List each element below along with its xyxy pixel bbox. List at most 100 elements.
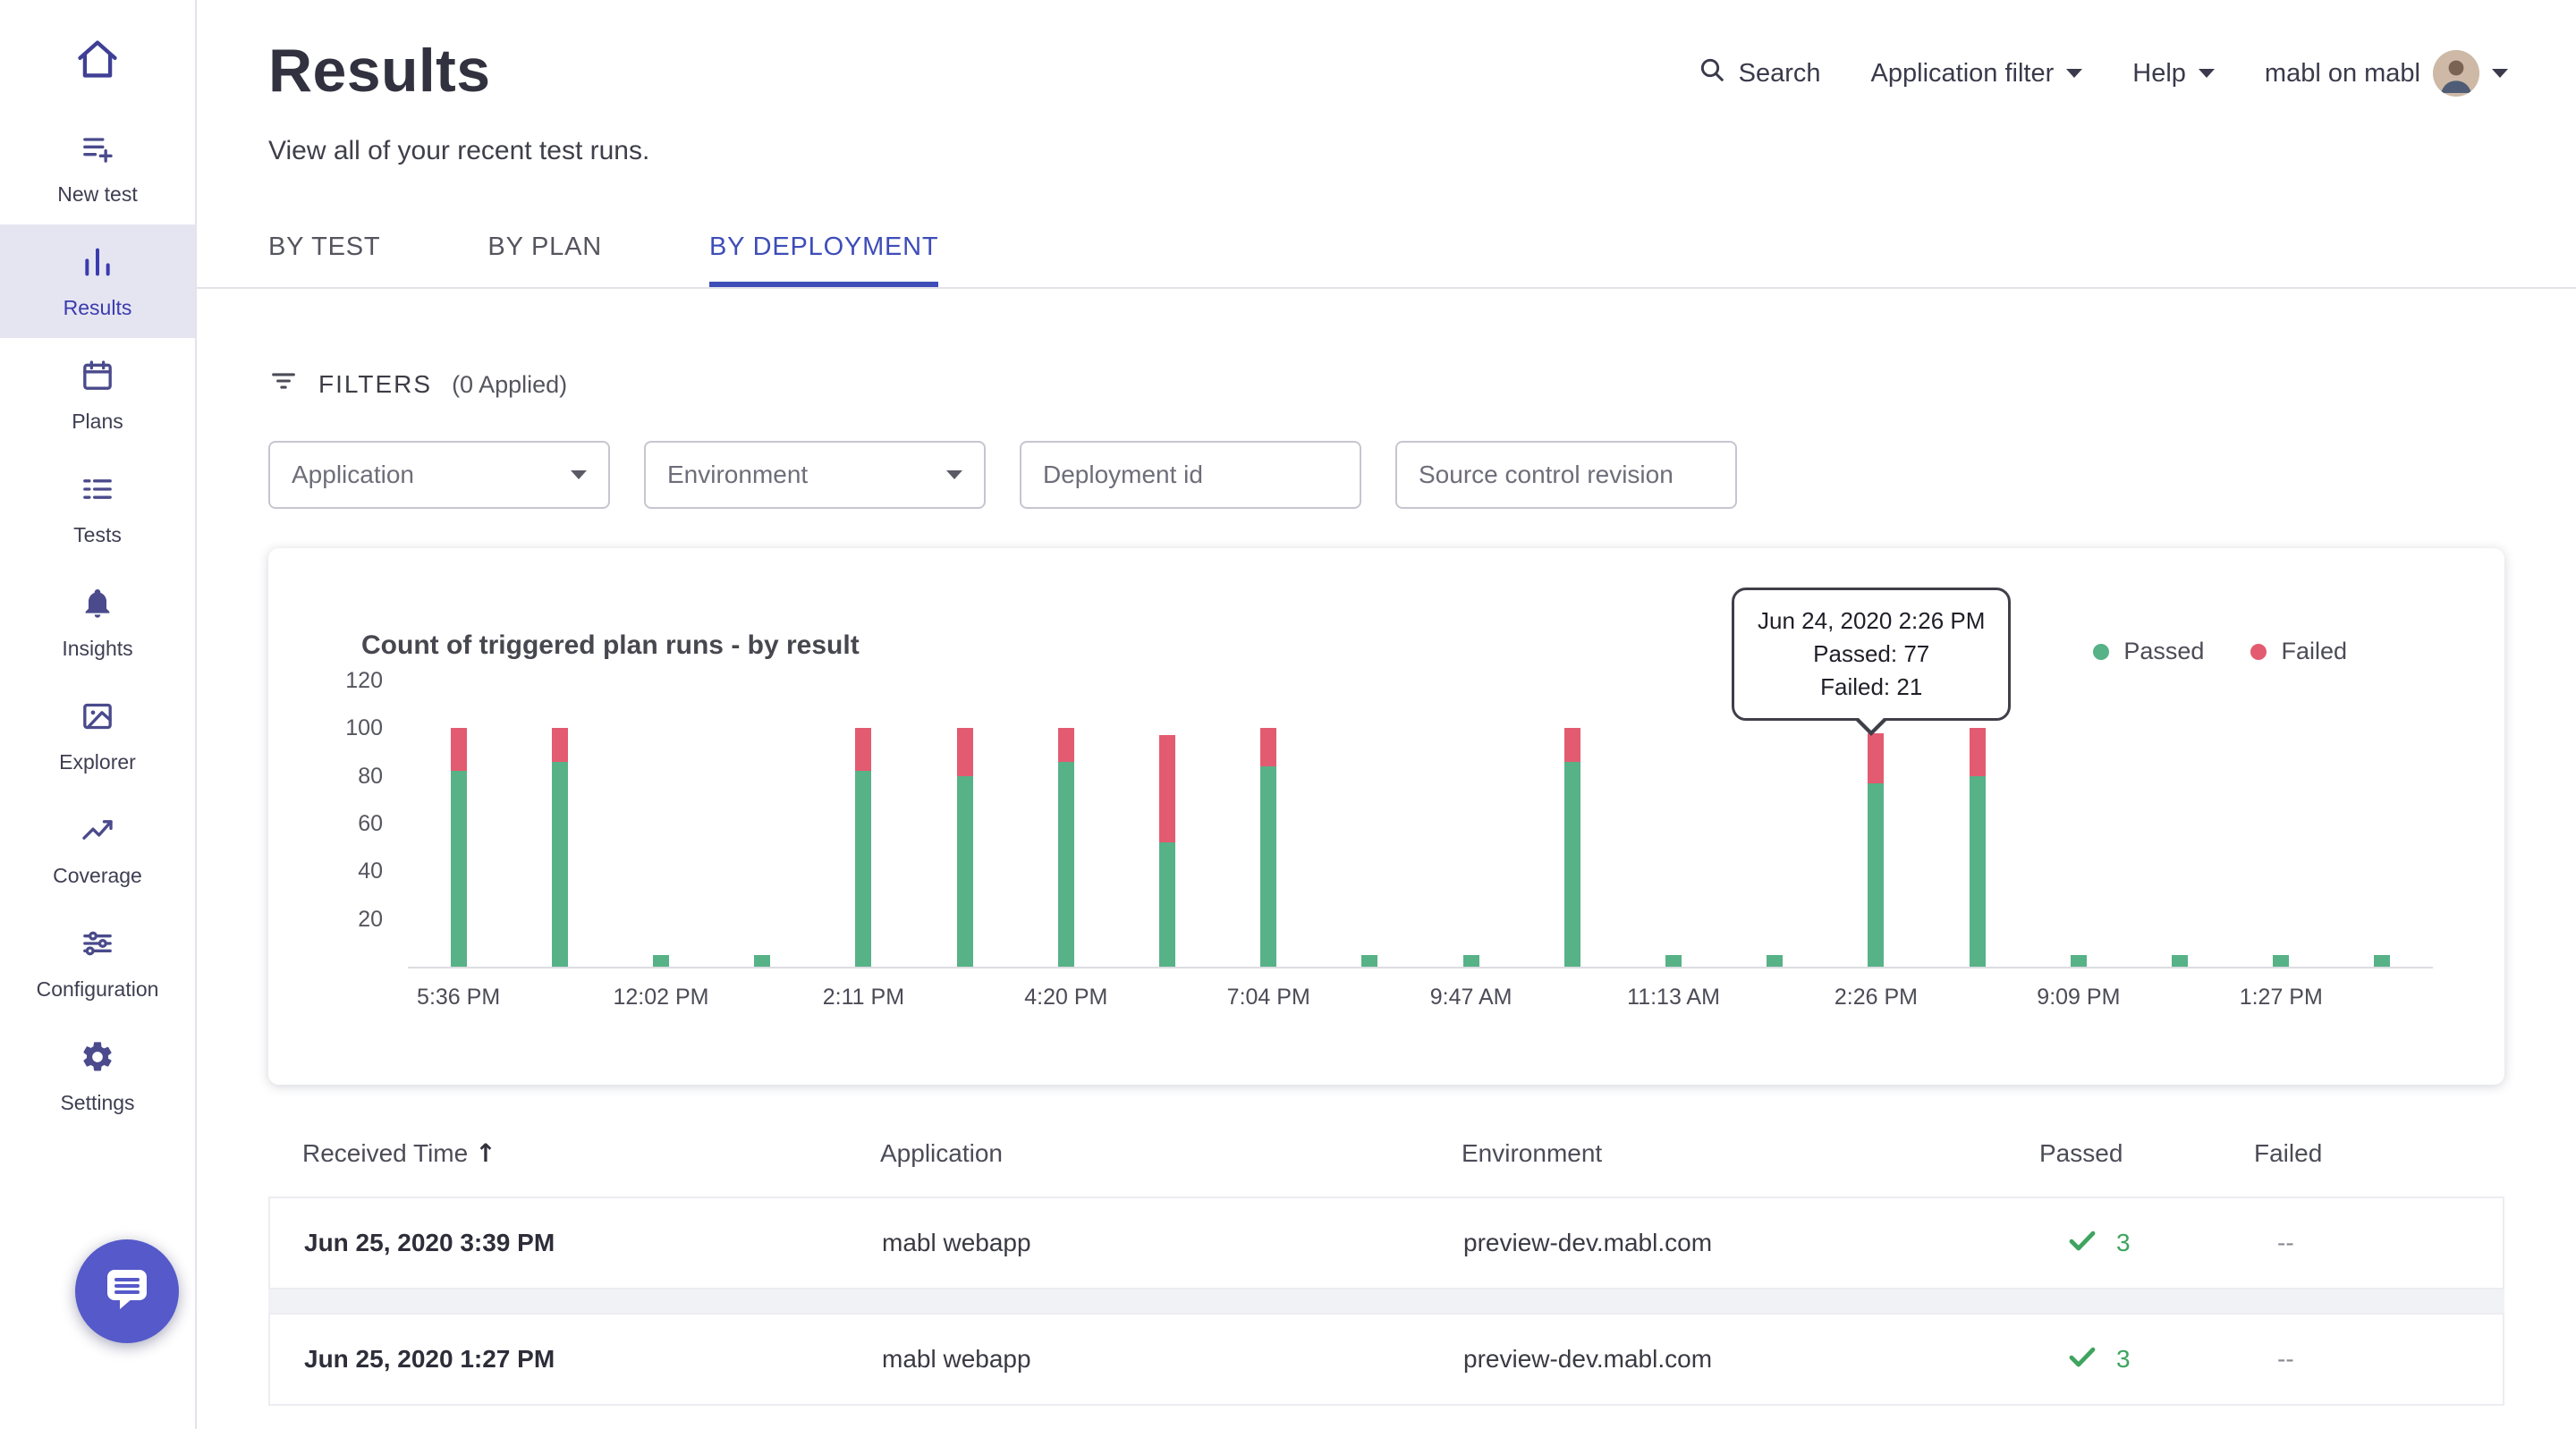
coverage-icon: [80, 812, 115, 855]
sidebar-item-plans[interactable]: Plans: [0, 338, 195, 452]
x-tick-label: [2129, 985, 2230, 1010]
chart-bar[interactable]: [2332, 682, 2433, 967]
tab-by-deployment[interactable]: BY DEPLOYMENT: [709, 211, 939, 287]
bar-passed-segment: [855, 771, 872, 967]
search-label: Search: [1738, 58, 1821, 88]
chart-bar[interactable]: [1826, 682, 1927, 967]
chart-bar[interactable]: [712, 682, 813, 967]
chart-bar[interactable]: [1015, 682, 1116, 967]
bar-passed-segment: [2172, 954, 2189, 967]
tab-by-plan[interactable]: BY PLAN: [487, 233, 602, 261]
table-header-row: Received Time ↑ Application Environment P…: [268, 1138, 2504, 1196]
x-tick-label: 12:02 PM: [613, 985, 709, 1010]
deployment-id-input[interactable]: [1020, 441, 1361, 509]
chevron-down-icon: [2198, 69, 2215, 78]
account-menu[interactable]: mabl on mabl: [2265, 50, 2508, 97]
passed-legend-dot: [2093, 643, 2110, 660]
sidebar-item-home[interactable]: [0, 0, 195, 111]
sidebar-item-label: Configuration: [36, 977, 159, 1001]
chart-bar[interactable]: [1927, 682, 2028, 967]
chart-tooltip: Jun 24, 2020 2:26 PM Passed: 77 Failed: …: [1732, 588, 2012, 737]
y-tick-label: 120: [345, 668, 383, 693]
account-label: mabl on mabl: [2264, 58, 2420, 88]
chart-bar[interactable]: [914, 682, 1015, 967]
chart-bar[interactable]: [1420, 682, 1521, 967]
table-row[interactable]: Jun 25, 2020 3:39 PM mabl webapp preview…: [268, 1196, 2504, 1289]
column-header-received-time[interactable]: Received Time ↑: [302, 1138, 496, 1168]
chart-bar[interactable]: [1623, 682, 1724, 967]
bar-failed-segment: [551, 728, 568, 762]
chart-bar[interactable]: [1218, 682, 1319, 967]
tooltip-timestamp: Jun 24, 2020 2:26 PM: [1758, 607, 1986, 634]
chevron-down-icon: [946, 470, 962, 479]
explorer-icon: [80, 698, 115, 741]
failed-cell: --: [2277, 1229, 2294, 1256]
x-tick-label: [712, 985, 813, 1010]
x-tick-label: 2:11 PM: [822, 985, 905, 1010]
chart-bar[interactable]: [2231, 682, 2332, 967]
check-icon: [2066, 1340, 2098, 1379]
sidebar-item-results[interactable]: Results: [0, 224, 195, 338]
bar-passed-segment: [956, 775, 973, 967]
search-button[interactable]: Search: [1698, 55, 1821, 91]
application-filter-label: Application filter: [1870, 58, 2055, 88]
application-filter-dropdown[interactable]: Application filter: [1871, 59, 2083, 89]
x-tick-label: [2332, 985, 2433, 1010]
table-rows: Jun 25, 2020 3:39 PM mabl webapp preview…: [268, 1196, 2504, 1406]
sidebar-item-new-test[interactable]: New test: [0, 111, 195, 224]
bar-passed-segment: [1260, 766, 1277, 967]
deployment-results-table: Received Time ↑ Application Environment P…: [268, 1138, 2504, 1406]
y-tick-label: 100: [345, 715, 383, 741]
chart-x-axis: 5:36 PM 12:02 PM 2:11 PM 4:20 PM 7:04 PM 9:47…: [408, 985, 2433, 1010]
y-tick-label: 20: [358, 906, 383, 932]
sidebar-item-insights[interactable]: Insights: [0, 565, 195, 679]
y-tick-label: 80: [358, 763, 383, 789]
source-control-revision-input[interactable]: [1395, 441, 1737, 509]
sidebar-item-explorer[interactable]: Explorer: [0, 679, 195, 792]
sidebar-item-settings[interactable]: Settings: [0, 1019, 195, 1133]
column-header-failed: Failed: [2254, 1138, 2323, 1167]
chart-legend: Passed Failed: [2093, 638, 2347, 665]
bar-failed-segment: [956, 728, 973, 776]
bar-passed-segment: [1057, 761, 1074, 967]
received-time-cell: Jun 25, 2020 1:27 PM: [304, 1345, 555, 1373]
x-tick-label: 1:27 PM: [2239, 985, 2323, 1010]
chart-bar[interactable]: [1319, 682, 1420, 967]
bar-passed-segment: [551, 761, 568, 967]
tab-by-test[interactable]: BY TEST: [268, 233, 381, 261]
chart-bar[interactable]: [509, 682, 610, 967]
sidebar-item-tests[interactable]: Tests: [0, 452, 195, 565]
chart-bar[interactable]: [2129, 682, 2230, 967]
table-row[interactable]: Jun 25, 2020 1:27 PM mabl webapp preview…: [268, 1313, 2504, 1406]
bar-failed-segment: [450, 728, 467, 772]
x-tick-label: [1521, 985, 1623, 1010]
sidebar-item-label: New test: [57, 182, 138, 206]
sidebar-item-label: Explorer: [59, 750, 136, 774]
chart-bar[interactable]: [408, 682, 509, 967]
configuration-icon: [80, 926, 115, 968]
intercom-chat-button[interactable]: [75, 1239, 179, 1343]
application-filter-select[interactable]: Application: [268, 441, 610, 509]
environment-filter-select[interactable]: Environment: [644, 441, 986, 509]
chart-bar[interactable]: [1521, 682, 1623, 967]
sidebar-item-label: Plans: [72, 410, 123, 433]
plans-icon: [80, 358, 115, 401]
chart-bar[interactable]: [1724, 682, 1826, 967]
filter-controls: Application Environment: [268, 441, 2504, 509]
application-cell: mabl webapp: [882, 1229, 1031, 1256]
intercom-chat-icon: [102, 1263, 152, 1320]
passed-cell: 3: [2041, 1340, 2256, 1379]
x-tick-label: 9:47 AM: [1429, 985, 1513, 1010]
chart-bar[interactable]: [1116, 682, 1217, 967]
chevron-down-icon: [2066, 69, 2083, 78]
sidebar-item-configuration[interactable]: Configuration: [0, 906, 195, 1019]
filters-header[interactable]: FILTERS (0 Applied): [268, 366, 2504, 403]
sidebar-item-coverage[interactable]: Coverage: [0, 792, 195, 906]
help-dropdown[interactable]: Help: [2132, 59, 2215, 89]
chart-bar[interactable]: [610, 682, 711, 967]
chart-bar[interactable]: [813, 682, 914, 967]
failed-legend-dot: [2250, 643, 2267, 660]
chart-bar[interactable]: [2028, 682, 2129, 967]
x-tick-label: [509, 985, 610, 1010]
